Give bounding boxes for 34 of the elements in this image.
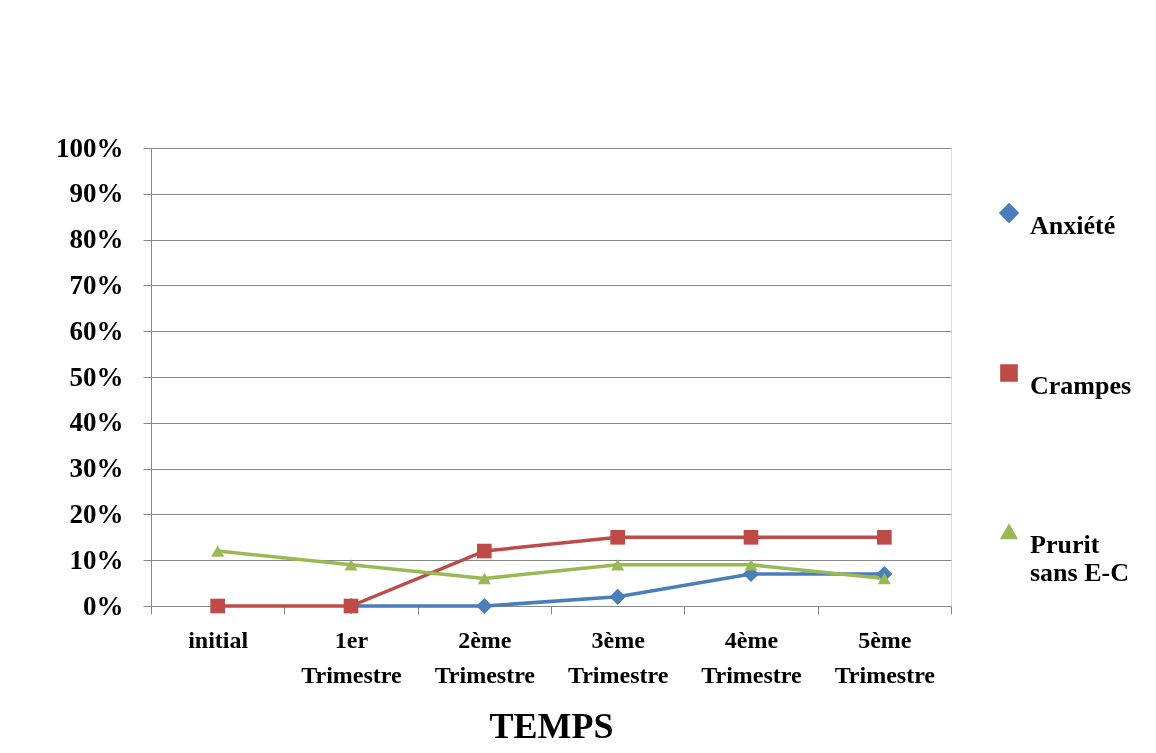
point [611, 559, 625, 571]
point [211, 545, 225, 557]
y-tick-label: 70% [69, 269, 124, 300]
y-tick-label: 10% [69, 544, 124, 575]
x-tick-label: 2ème Trimestre [434, 626, 536, 688]
y-tick-label: 20% [69, 498, 124, 529]
point [609, 588, 626, 605]
x-tick-label: initial [188, 626, 249, 653]
legend-label: Anxiété [1030, 211, 1116, 240]
point [476, 597, 493, 615]
point [610, 529, 625, 545]
y-tick-label: 50% [69, 361, 124, 392]
y-tick-label: 40% [69, 407, 124, 438]
x-tick-label: 4ème Trimestre [701, 626, 803, 688]
point [743, 529, 759, 545]
point [477, 572, 491, 585]
y-tick-label: 100% [56, 132, 124, 163]
x-tick-label: 5ème Trimestre [834, 626, 936, 688]
x-axis-title: TEMPS [489, 705, 614, 746]
point [877, 529, 892, 545]
point [744, 559, 758, 571]
y-tick-label: 80% [69, 224, 124, 255]
legend-label: Crampes [1030, 371, 1132, 400]
point [877, 572, 891, 585]
y-tick-label: 60% [69, 315, 124, 346]
y-tick-label: 90% [69, 178, 124, 209]
point [344, 559, 358, 571]
legend-label: Prurit sans E-C [1030, 530, 1129, 587]
point [477, 543, 492, 559]
x-tick-label: 1er Trimestre [301, 626, 403, 688]
point [210, 598, 225, 614]
y-tick-label: 0% [83, 590, 124, 621]
y-tick-label: 30% [69, 453, 124, 484]
x-tick-label: 3ème Trimestre [567, 626, 669, 688]
